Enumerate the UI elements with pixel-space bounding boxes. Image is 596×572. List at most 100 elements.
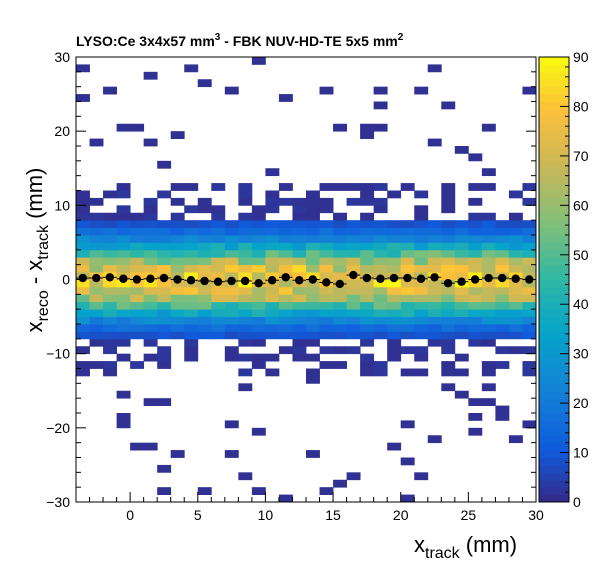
heatmap-cell <box>373 309 388 317</box>
heatmap-cell <box>184 338 199 347</box>
heatmap-cell <box>211 235 226 243</box>
heatmap-cell <box>143 442 158 451</box>
heatmap-cell <box>89 264 104 273</box>
heatmap-cell <box>184 309 199 317</box>
heatmap-cell <box>170 301 185 310</box>
heatmap-cell <box>441 257 456 266</box>
heatmap-cell <box>522 235 537 243</box>
profile-point <box>349 270 358 280</box>
heatmap-cell <box>197 242 212 251</box>
heatmap-cell <box>224 257 239 266</box>
heatmap-cell <box>414 190 429 199</box>
heatmap-cell <box>319 324 334 332</box>
heatmap-cell <box>170 450 185 458</box>
heatmap-cell <box>319 183 334 191</box>
heatmap-cell <box>306 197 320 206</box>
heatmap-cell <box>211 316 226 325</box>
heatmap-cell <box>170 324 185 332</box>
profile-point <box>119 274 128 283</box>
heatmap-cell <box>481 227 496 236</box>
heatmap-cell <box>157 257 172 266</box>
heatmap-cell <box>157 301 172 310</box>
heatmap-cell <box>441 309 456 317</box>
heatmap-cell <box>238 301 253 310</box>
heatmap-cell <box>360 131 375 139</box>
heatmap-cell <box>319 272 334 280</box>
heatmap-cell <box>468 286 483 295</box>
heatmap-cell <box>184 235 199 243</box>
heatmap-cell <box>333 331 347 340</box>
heatmap-cell <box>76 294 90 303</box>
heatmap-cell <box>116 309 131 317</box>
profile-point <box>78 273 87 283</box>
heatmap-cell <box>157 324 172 332</box>
heatmap-cell <box>319 331 334 340</box>
color-scale-label: 10 <box>573 445 589 461</box>
profile-point <box>240 276 250 286</box>
heatmap-cell <box>360 338 375 347</box>
color-scale-band <box>539 168 569 177</box>
heatmap-cell <box>116 242 131 251</box>
heatmap-cell <box>238 368 253 377</box>
heatmap-cell <box>103 86 117 95</box>
heatmap-cell <box>184 353 199 362</box>
heatmap-cell <box>238 309 253 317</box>
heatmap-cell <box>238 197 253 206</box>
heatmap-cell <box>143 309 158 317</box>
heatmap-cell <box>76 197 90 206</box>
heatmap-cell <box>76 227 90 236</box>
heatmap-cell <box>360 264 375 273</box>
heatmap-cell <box>454 368 469 377</box>
heatmap-cell <box>414 235 429 243</box>
heatmap-cell <box>387 279 402 288</box>
heatmap-cell <box>157 398 172 406</box>
profile-point <box>213 277 223 286</box>
heatmap-cell <box>387 442 402 451</box>
heatmap-cell <box>481 309 496 317</box>
heatmap-cell <box>522 309 537 317</box>
heatmap-cell <box>306 368 320 377</box>
heatmap-cell <box>103 338 117 347</box>
profile-point <box>484 273 493 283</box>
heatmap-cell <box>170 242 185 251</box>
heatmap-cell <box>333 235 347 243</box>
heatmap-cell <box>319 86 334 95</box>
heatmap-cell <box>76 316 90 325</box>
heatmap-cell <box>414 257 429 266</box>
heatmap-cell <box>468 294 483 303</box>
heatmap-cell <box>414 353 429 362</box>
heatmap-cell <box>508 264 523 273</box>
heatmap-cell <box>238 212 253 221</box>
heatmap-cell <box>346 220 361 228</box>
heatmap-cell <box>89 212 104 221</box>
heatmap-cell <box>306 353 320 362</box>
heatmap-cell <box>238 316 253 325</box>
heatmap-cell <box>306 220 320 228</box>
heatmap-cell <box>184 183 199 191</box>
color-scale-band <box>539 272 569 280</box>
heatmap-cell <box>522 346 537 355</box>
heatmap-cell <box>184 316 199 325</box>
heatmap-cell <box>373 183 388 191</box>
profile-point <box>430 273 439 282</box>
heatmap-cell <box>508 316 523 325</box>
heatmap-cell <box>360 368 375 377</box>
heatmap-cell <box>197 249 212 258</box>
heatmap-cell <box>143 294 158 303</box>
color-scale-label: 90 <box>573 49 589 65</box>
heatmap-cell <box>333 479 347 488</box>
heatmap-cell <box>481 398 496 406</box>
heatmap-cell <box>495 405 510 414</box>
heatmap-cell <box>454 294 469 303</box>
heatmap-cell <box>265 272 280 280</box>
heatmap-cell <box>441 338 456 347</box>
heatmap-cell <box>441 368 456 377</box>
heatmap-cell <box>265 227 280 236</box>
heatmap-cell <box>346 183 361 191</box>
heatmap-cell <box>292 294 307 303</box>
color-scale-band <box>539 324 569 332</box>
heatmap-cell <box>103 346 117 355</box>
heatmap-cell <box>373 331 388 340</box>
heatmap-cell <box>481 183 496 191</box>
heatmap-cell <box>306 324 320 332</box>
